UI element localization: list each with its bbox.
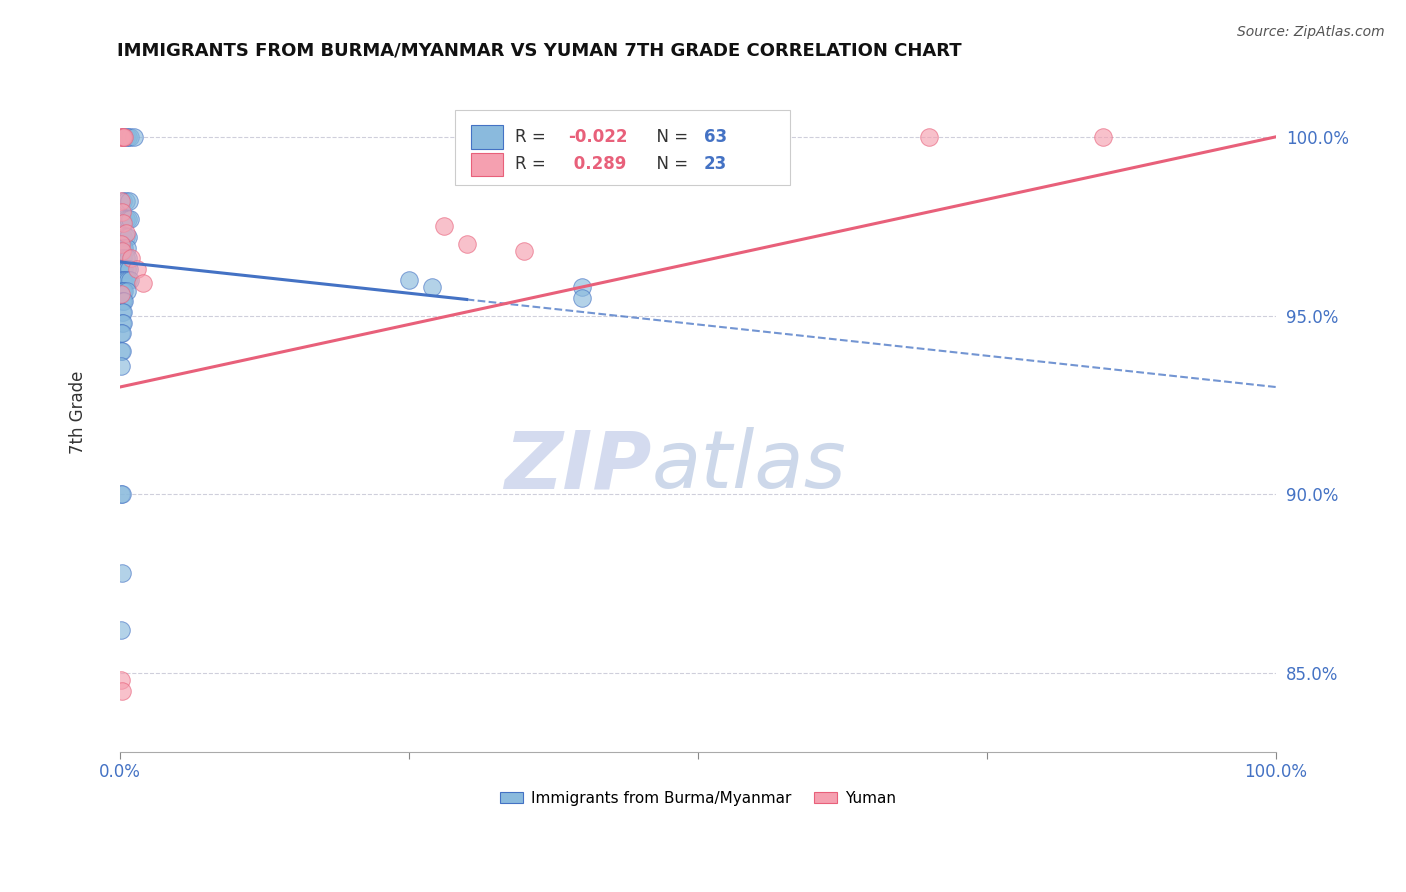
Point [111, 316, 134, 330]
Point [111, 284, 134, 298]
Point [112, 230, 135, 244]
Point [120, 212, 142, 227]
Point [112, 284, 135, 298]
Point [120, 129, 142, 144]
Point [420, 280, 443, 294]
Point [111, 252, 134, 266]
Point [110, 194, 132, 208]
Point [112, 316, 135, 330]
Point [111, 294, 134, 309]
Point [513, 244, 536, 259]
Legend: Immigrants from Burma/Myanmar, Yuman: Immigrants from Burma/Myanmar, Yuman [494, 785, 901, 812]
Point [110, 359, 132, 373]
Point [120, 252, 142, 266]
Point [114, 129, 136, 144]
Point [112, 294, 135, 309]
Point [111, 344, 134, 359]
Point [112, 129, 135, 144]
Point [115, 284, 138, 298]
Point [111, 262, 134, 277]
Point [110, 487, 132, 501]
Text: 23: 23 [704, 155, 727, 173]
Point [110, 129, 132, 144]
Point [117, 129, 139, 144]
Point [111, 487, 134, 501]
Point [112, 262, 135, 277]
Text: atlas: atlas [651, 427, 846, 506]
Text: R =: R = [515, 155, 551, 173]
Point [114, 252, 136, 266]
Point [112, 273, 135, 287]
Point [112, 129, 135, 144]
Point [432, 219, 454, 234]
Text: -0.022: -0.022 [568, 128, 628, 146]
Point [918, 129, 941, 144]
Point [1091, 129, 1114, 144]
Text: N =: N = [645, 128, 693, 146]
Point [111, 684, 134, 698]
Point [112, 194, 135, 208]
Point [110, 326, 132, 341]
Text: IMMIGRANTS FROM BURMA/MYANMAR VS YUMAN 7TH GRADE CORRELATION CHART: IMMIGRANTS FROM BURMA/MYANMAR VS YUMAN 7… [118, 42, 962, 60]
Point [111, 205, 134, 219]
Text: 7th Grade: 7th Grade [69, 370, 87, 454]
Text: 0.0%: 0.0% [98, 763, 141, 780]
Point [110, 287, 132, 301]
Point [112, 305, 135, 319]
Point [114, 230, 136, 244]
Point [112, 241, 135, 255]
Text: 63: 63 [704, 128, 727, 146]
Point [110, 237, 132, 252]
Point [115, 262, 138, 277]
Point [745, 129, 768, 144]
Point [118, 262, 141, 277]
Point [132, 277, 155, 291]
Point [120, 273, 142, 287]
Point [112, 216, 135, 230]
Text: R =: R = [515, 128, 551, 146]
Text: 100.0%: 100.0% [1244, 763, 1308, 780]
Point [110, 344, 132, 359]
Point [111, 566, 134, 580]
Point [114, 212, 136, 227]
Point [117, 273, 139, 287]
Point [117, 230, 139, 244]
FancyBboxPatch shape [456, 110, 790, 185]
Point [571, 129, 593, 144]
Point [112, 294, 135, 309]
Point [571, 280, 593, 294]
Point [112, 252, 135, 266]
Point [117, 212, 139, 227]
FancyBboxPatch shape [471, 126, 502, 148]
Point [110, 673, 132, 688]
Point [112, 212, 135, 227]
Point [111, 244, 134, 259]
Text: ZIP: ZIP [505, 427, 651, 506]
Point [111, 305, 134, 319]
Point [114, 194, 136, 208]
Point [117, 252, 139, 266]
Point [110, 623, 132, 637]
Point [111, 326, 134, 341]
Point [114, 227, 136, 241]
Point [112, 273, 135, 287]
FancyBboxPatch shape [471, 153, 502, 176]
Point [122, 129, 145, 144]
Text: Source: ZipAtlas.com: Source: ZipAtlas.com [1237, 25, 1385, 39]
Point [398, 273, 420, 287]
Point [114, 273, 136, 287]
Point [456, 237, 478, 252]
Point [112, 241, 135, 255]
Point [571, 291, 593, 305]
Point [112, 284, 135, 298]
Point [112, 129, 135, 144]
Point [111, 129, 134, 144]
Point [112, 262, 135, 277]
Point [111, 273, 134, 287]
Point [127, 262, 149, 277]
Text: N =: N = [645, 155, 693, 173]
Point [118, 194, 141, 208]
Text: 0.289: 0.289 [568, 155, 627, 173]
Point [115, 241, 138, 255]
